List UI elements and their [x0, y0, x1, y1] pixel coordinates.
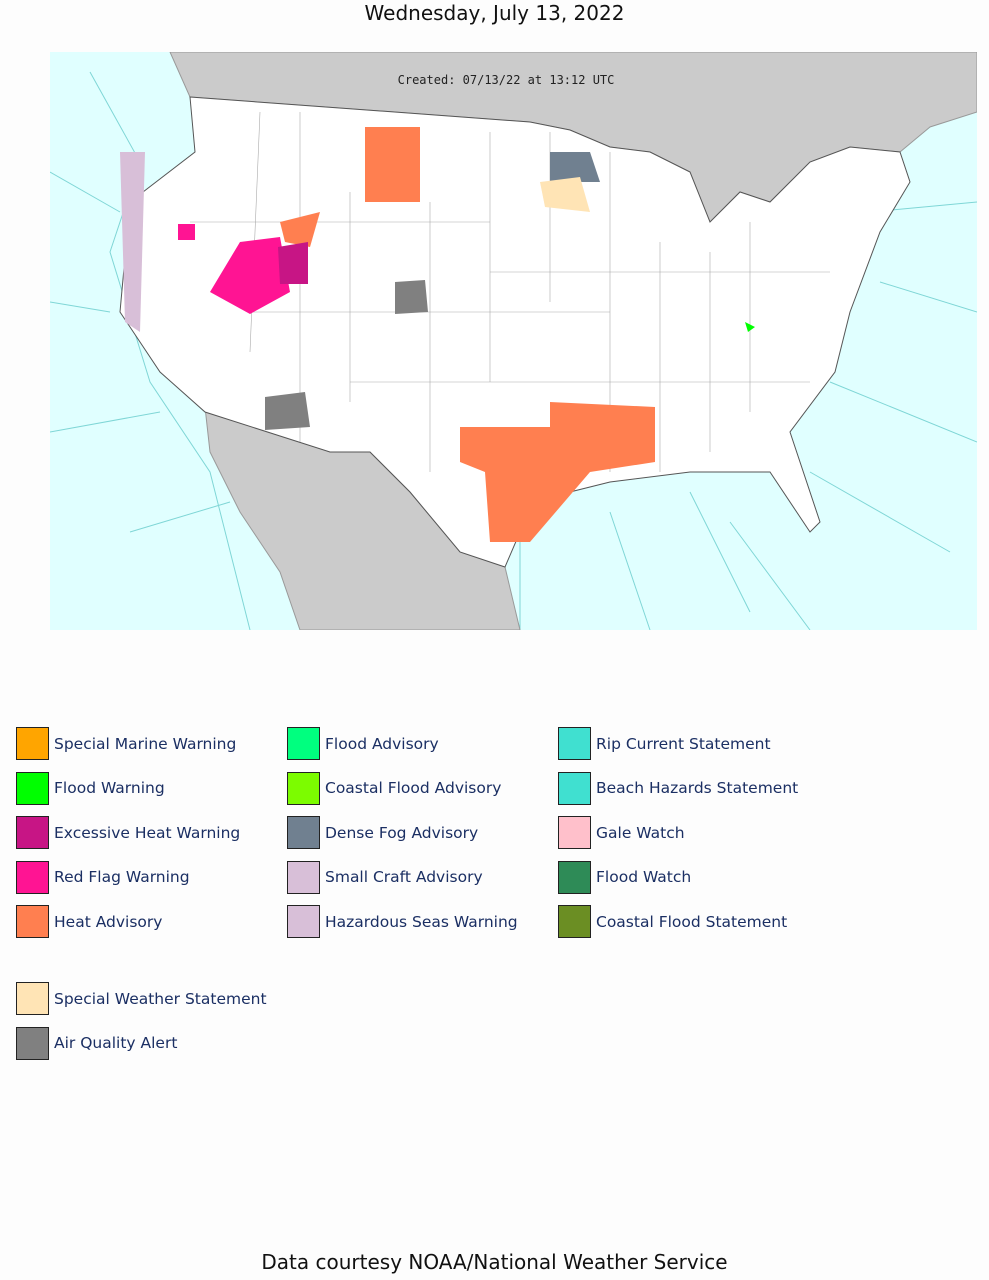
alert-map: Created: 07/13/22 at 13:12 UTC	[50, 52, 977, 630]
legend-item: Air Quality Alert	[16, 1026, 178, 1060]
legend-item: Small Craft Advisory	[287, 860, 483, 894]
heat-area-idaho	[280, 212, 320, 247]
legend-item: Flood Advisory	[287, 727, 439, 760]
legend-label: Gale Watch	[596, 823, 685, 842]
legend-swatch	[558, 860, 591, 894]
legend-swatch	[287, 771, 320, 805]
dense-fog-area	[550, 152, 600, 182]
map-caption: Created: 07/13/22 at 13:12 UTC	[398, 73, 615, 87]
legend-item: Beach Hazards Statement	[558, 771, 799, 805]
legend-label: Excessive Heat Warning	[54, 823, 241, 842]
legend-swatch	[16, 905, 49, 938]
legend-swatch	[16, 982, 49, 1015]
legend-swatch	[16, 860, 49, 894]
red-flag-area	[178, 224, 290, 314]
legend-swatch	[558, 727, 591, 760]
legend-swatch	[287, 860, 320, 894]
legend-label: Flood Advisory	[325, 734, 439, 753]
legend-swatch	[16, 1026, 49, 1060]
legend-label: Small Craft Advisory	[325, 868, 483, 886]
legend-item: Excessive Heat Warning	[16, 816, 240, 849]
legend-item: Flood Watch	[558, 860, 692, 894]
legend-label: Air Quality Alert	[54, 1034, 178, 1052]
legend-label: Red Flag Warning	[54, 868, 190, 886]
legend-swatch	[287, 727, 320, 760]
legend-label: Flood Warning	[54, 779, 165, 797]
legend-item: Heat Advisory	[16, 905, 162, 938]
legend-item: Dense Fog Advisory	[287, 816, 478, 849]
legend-label: Beach Hazards Statement	[596, 779, 799, 797]
legend-swatch	[16, 727, 49, 760]
flood-warning-area	[745, 322, 755, 332]
legend-swatch	[287, 905, 320, 938]
legend-swatch	[16, 816, 49, 849]
legend-label: Special Marine Warning	[54, 734, 237, 753]
air-quality-area	[265, 280, 428, 430]
small-craft-area	[120, 152, 145, 332]
legend-swatch	[558, 771, 591, 805]
legend-item: Red Flag Warning	[16, 860, 190, 894]
legend-item: Coastal Flood Statement	[558, 905, 787, 938]
legend-label: Coastal Flood Advisory	[325, 779, 502, 797]
legend-item: Special Weather Statement	[16, 982, 267, 1015]
excessive-heat-area	[278, 242, 308, 284]
legend-item: Coastal Flood Advisory	[287, 771, 502, 805]
page-title: Wednesday, July 13, 2022	[364, 1, 625, 25]
legend-item: Rip Current Statement	[558, 727, 771, 760]
legend-label: Flood Watch	[596, 868, 692, 886]
legend-swatch	[558, 905, 591, 938]
footer-credit: Data courtesy NOAA/National Weather Serv…	[261, 1250, 728, 1274]
legend-swatch	[287, 816, 320, 849]
special-weather-area	[540, 177, 590, 212]
legend-item: Gale Watch	[558, 816, 685, 849]
heat-area-south	[460, 402, 655, 542]
legend-label: Rip Current Statement	[596, 734, 771, 753]
legend-label: Dense Fog Advisory	[325, 823, 479, 842]
legend-label: Heat Advisory	[54, 912, 163, 931]
legend-label: Coastal Flood Statement	[596, 912, 788, 931]
legend-item: Special Marine Warning	[16, 727, 236, 760]
legend-swatch	[558, 816, 591, 849]
heat-area-montana	[365, 127, 420, 202]
legend-item: Hazardous Seas Warning	[287, 905, 518, 938]
legend-swatch	[16, 771, 49, 805]
legend-label: Special Weather Statement	[54, 989, 267, 1008]
legend-label: Hazardous Seas Warning	[325, 912, 518, 931]
legend-item: Flood Warning	[16, 771, 165, 805]
